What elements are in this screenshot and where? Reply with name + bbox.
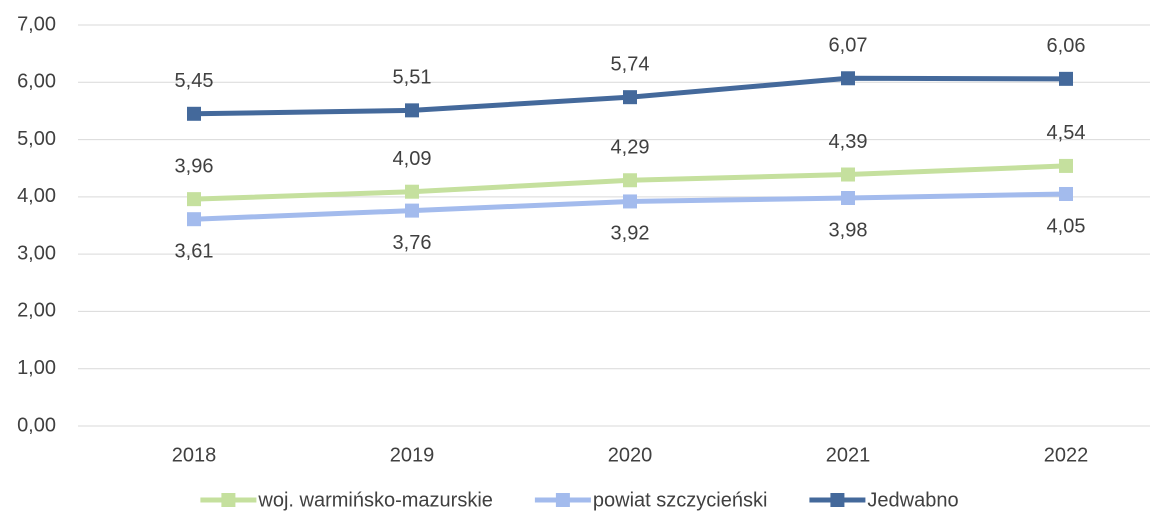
- marker: [1059, 186, 1073, 201]
- data-label: 5,74: [611, 53, 650, 75]
- data-label: 4,29: [611, 137, 650, 159]
- marker: [841, 167, 855, 182]
- marker: [841, 191, 855, 206]
- data-label: 3,76: [393, 232, 432, 254]
- legend: woj. warmińsko-mazurskie powiat szczycień…: [200, 489, 959, 511]
- legend-marker: [830, 493, 845, 507]
- y-tick-label: 4,00: [17, 185, 56, 207]
- data-label: 5,51: [393, 67, 432, 89]
- data-label: 4,05: [1047, 215, 1086, 237]
- legend-item: powiat szczycieński: [534, 489, 768, 511]
- legend-item: woj. warmińsko-mazurskie: [200, 489, 493, 511]
- x-tick-label: 2018: [172, 444, 217, 466]
- x-tick-label: 2019: [390, 444, 435, 466]
- marker: [1059, 71, 1073, 86]
- x-tick-label: 2021: [826, 444, 871, 466]
- legend-item: Jedwabno: [809, 489, 959, 511]
- x-tick-label: 2020: [608, 444, 653, 466]
- data-label: 4,54: [1047, 122, 1086, 144]
- marker: [187, 212, 201, 227]
- legend-label: Jedwabno: [867, 489, 958, 511]
- x-tick-label: 2022: [1044, 444, 1089, 466]
- marker: [1059, 158, 1073, 173]
- marker: [405, 184, 419, 199]
- y-tick-label: 5,00: [17, 128, 56, 150]
- data-label: 3,61: [175, 240, 214, 262]
- marker: [187, 106, 201, 121]
- marker: [405, 203, 419, 218]
- y-tick-label: 2,00: [17, 300, 56, 322]
- data-label: 3,98: [829, 219, 868, 241]
- data-label: 6,06: [1047, 35, 1086, 57]
- y-tick-label: 3,00: [17, 242, 56, 264]
- y-tick-label: 0,00: [17, 414, 56, 436]
- data-label: 4,39: [829, 131, 868, 153]
- data-label: 6,07: [829, 35, 868, 57]
- y-tick-label: 1,00: [17, 357, 56, 379]
- y-tick-label: 7,00: [17, 13, 56, 35]
- data-label: 3,92: [611, 223, 650, 245]
- legend-marker: [221, 493, 236, 507]
- legend-marker: [555, 493, 570, 507]
- marker: [623, 173, 637, 188]
- y-tick-label: 6,00: [17, 71, 56, 93]
- data-label: 3,96: [175, 155, 214, 177]
- data-label: 4,09: [393, 148, 432, 170]
- marker: [623, 194, 637, 209]
- data-label: 5,45: [175, 70, 214, 92]
- marker: [841, 71, 855, 86]
- marker: [405, 103, 419, 118]
- marker: [187, 192, 201, 207]
- legend-label: powiat szczycieński: [593, 489, 768, 511]
- marker: [623, 90, 637, 105]
- legend-label: woj. warmińsko-mazurskie: [257, 489, 493, 511]
